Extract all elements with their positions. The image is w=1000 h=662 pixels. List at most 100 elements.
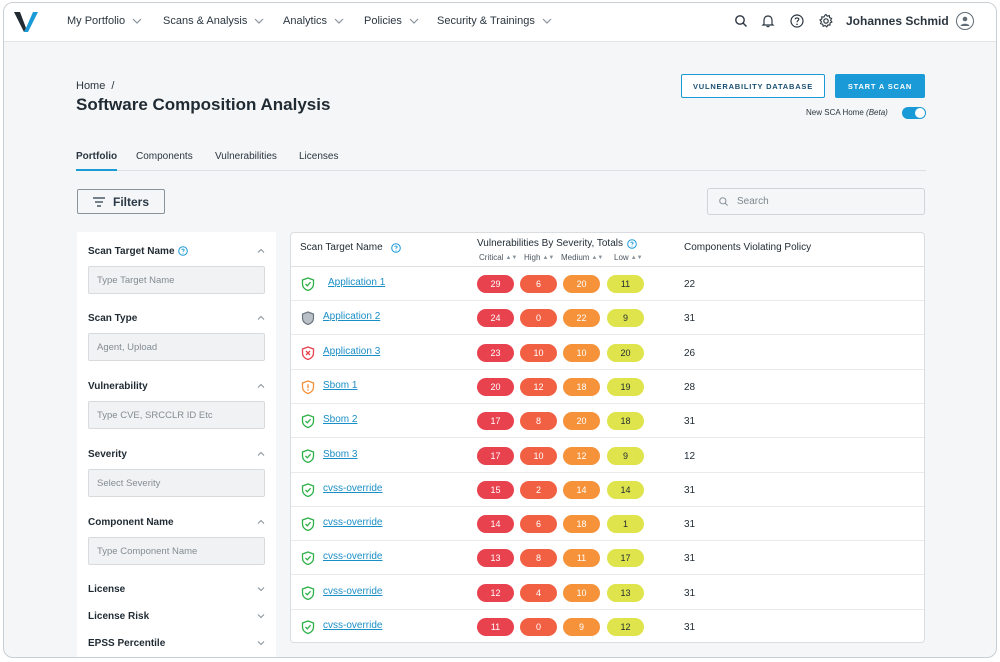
scan-target-link[interactable]: cvss-override: [323, 517, 383, 529]
beta-label-text: New SCA Home: [806, 108, 867, 117]
scan-type-input[interactable]: Agent, Upload: [88, 333, 265, 361]
tab-components[interactable]: Components: [136, 151, 193, 162]
new-sca-home-toggle[interactable]: [902, 107, 926, 119]
nav-my-portfolio[interactable]: My Portfolio: [67, 15, 143, 27]
shield-check-icon: [301, 517, 315, 532]
scan-target-link[interactable]: Sbom 3: [323, 448, 358, 460]
critical-count-badge: 15: [477, 480, 514, 499]
info-icon[interactable]: [177, 246, 188, 256]
table-row[interactable]: cvss-override 12 4 10 13 31: [291, 576, 924, 610]
scan-target-link[interactable]: cvss-override: [323, 620, 383, 631]
policy-violations-count: 31: [684, 484, 696, 496]
filter-title[interactable]: Scan Type: [88, 311, 266, 325]
severity-select[interactable]: Select Severity: [88, 469, 265, 497]
critical-count-badge: 12: [477, 583, 514, 602]
scan-target-name-input[interactable]: Type Target Name: [88, 266, 265, 294]
table-row[interactable]: Application 3 23 10 10 20 26: [291, 336, 924, 370]
nav-analytics[interactable]: Analytics: [283, 15, 345, 27]
help-icon[interactable]: [789, 13, 805, 29]
tab-vulnerabilities[interactable]: Vulnerabilities: [215, 151, 277, 162]
scan-target-link[interactable]: Sbom 1: [323, 379, 358, 391]
chevron-up-icon[interactable]: [256, 246, 266, 256]
vulnerability-database-button[interactable]: VULNERABILITY DATABASE: [681, 74, 825, 98]
shield-check-icon: [301, 277, 315, 291]
chevron-up-icon[interactable]: [256, 449, 266, 459]
filter-vulnerability: Vulnerability Type CVE, SRCCLR ID Etc: [88, 379, 266, 429]
sort-medium[interactable]: Medium ▲▼: [561, 253, 603, 262]
table-row[interactable]: cvss-override 14 6 18 1 31: [291, 507, 924, 542]
tab-portfolio[interactable]: Portfolio: [76, 151, 118, 171]
medium-count-badge: 12: [563, 446, 600, 465]
chevron-down-icon[interactable]: [256, 584, 266, 594]
search-field[interactable]: [707, 188, 925, 215]
start-scan-button[interactable]: START A SCAN: [835, 74, 925, 98]
critical-count-badge: 11: [477, 618, 514, 636]
table-row[interactable]: Application 2 24 0 22 9 31: [291, 301, 924, 336]
filter-title[interactable]: License Risk: [88, 609, 266, 623]
filter-title[interactable]: EPSS Percentile: [88, 636, 266, 650]
chevron-down-icon[interactable]: [256, 638, 266, 648]
column-header-components-violating-policy[interactable]: Components Violating Policy: [684, 242, 811, 253]
bell-icon[interactable]: [760, 13, 776, 29]
table-row[interactable]: cvss-override 15 2 14 14 31: [291, 473, 924, 507]
filters-button[interactable]: Filters: [77, 189, 165, 214]
portfolio-table: Scan Target Name Vulnerabilities By Seve…: [290, 232, 925, 643]
scan-target-link[interactable]: Sbom 2: [323, 414, 358, 426]
sort-low[interactable]: Low ▲▼: [614, 253, 643, 262]
nav-security-trainings[interactable]: Security & Trainings: [437, 15, 553, 27]
scan-target-link[interactable]: Application 2: [323, 311, 381, 323]
table-row[interactable]: Sbom 2 17 8 20 18 31: [291, 404, 924, 439]
info-icon[interactable]: [390, 242, 401, 253]
filter-title[interactable]: Scan Target Name: [88, 244, 266, 258]
tab-licenses[interactable]: Licenses: [299, 151, 339, 162]
info-icon[interactable]: [627, 238, 637, 249]
nav-scans-analysis[interactable]: Scans & Analysis: [163, 15, 265, 27]
table-row[interactable]: cvss-override 13 8 11 17 31: [291, 541, 924, 576]
column-header-scan-target-name[interactable]: Scan Target Name: [300, 242, 401, 253]
breadcrumb-home-link[interactable]: Home: [76, 80, 106, 92]
search-input[interactable]: [737, 196, 907, 207]
scan-target-link[interactable]: Application 3: [323, 345, 381, 357]
search-icon[interactable]: [733, 13, 749, 29]
vulnerability-input[interactable]: Type CVE, SRCCLR ID Etc: [88, 401, 265, 429]
scan-target-link[interactable]: cvss-override: [323, 482, 383, 494]
chevron-up-icon[interactable]: [256, 313, 266, 323]
sort-critical[interactable]: Critical ▲▼: [479, 253, 517, 262]
filter-title-text: License Risk: [88, 610, 150, 622]
gear-icon[interactable]: [818, 13, 834, 29]
sort-high[interactable]: High ▲▼: [524, 253, 554, 262]
filter-title[interactable]: Severity: [88, 447, 266, 461]
table-row[interactable]: Application 1 29 6 20 11 22: [291, 267, 924, 301]
scan-target-link[interactable]: Application 1: [328, 277, 386, 288]
scan-target-link[interactable]: cvss-override: [323, 585, 383, 597]
critical-count-badge: 29: [477, 275, 514, 293]
filter-epss-percentile: EPSS Percentile: [88, 636, 266, 650]
low-count-badge: 12: [607, 618, 644, 636]
filter-title-text: Scan Target Name: [88, 245, 175, 257]
table-row[interactable]: Sbom 1 20 12 18 19 28: [291, 370, 924, 404]
filter-title-text: Vulnerability: [88, 380, 148, 392]
filter-severity: Severity Select Severity: [88, 447, 266, 497]
component-name-input[interactable]: Type Component Name: [88, 537, 265, 565]
search-icon: [719, 197, 728, 206]
chevron-up-icon[interactable]: [256, 517, 266, 527]
high-count-badge: 8: [520, 549, 557, 568]
table-row[interactable]: Sbom 3 17 10 12 9 12: [291, 439, 924, 473]
high-count-badge: 4: [520, 583, 557, 602]
table-row[interactable]: cvss-override 11 0 9 12 31: [291, 610, 924, 642]
medium-count-badge: 18: [563, 515, 600, 534]
filter-title[interactable]: Vulnerability: [88, 379, 266, 393]
user-name[interactable]: Johannes Schmid: [846, 14, 949, 28]
beta-label-em: (Beta): [866, 108, 888, 117]
chevron-down-icon[interactable]: [256, 611, 266, 621]
user-avatar-icon[interactable]: [956, 12, 974, 30]
filter-title-text: Severity: [88, 448, 127, 460]
filter-title[interactable]: Component Name: [88, 515, 266, 529]
scan-target-link[interactable]: cvss-override: [323, 551, 383, 563]
filter-title[interactable]: License: [88, 582, 266, 596]
chevron-up-icon[interactable]: [256, 381, 266, 391]
low-count-badge: 13: [607, 583, 644, 602]
veracode-logo-icon[interactable]: [13, 10, 39, 34]
nav-policies[interactable]: Policies: [364, 15, 420, 27]
column-header-vulnerabilities: Vulnerabilities By Severity, Totals: [477, 238, 637, 249]
